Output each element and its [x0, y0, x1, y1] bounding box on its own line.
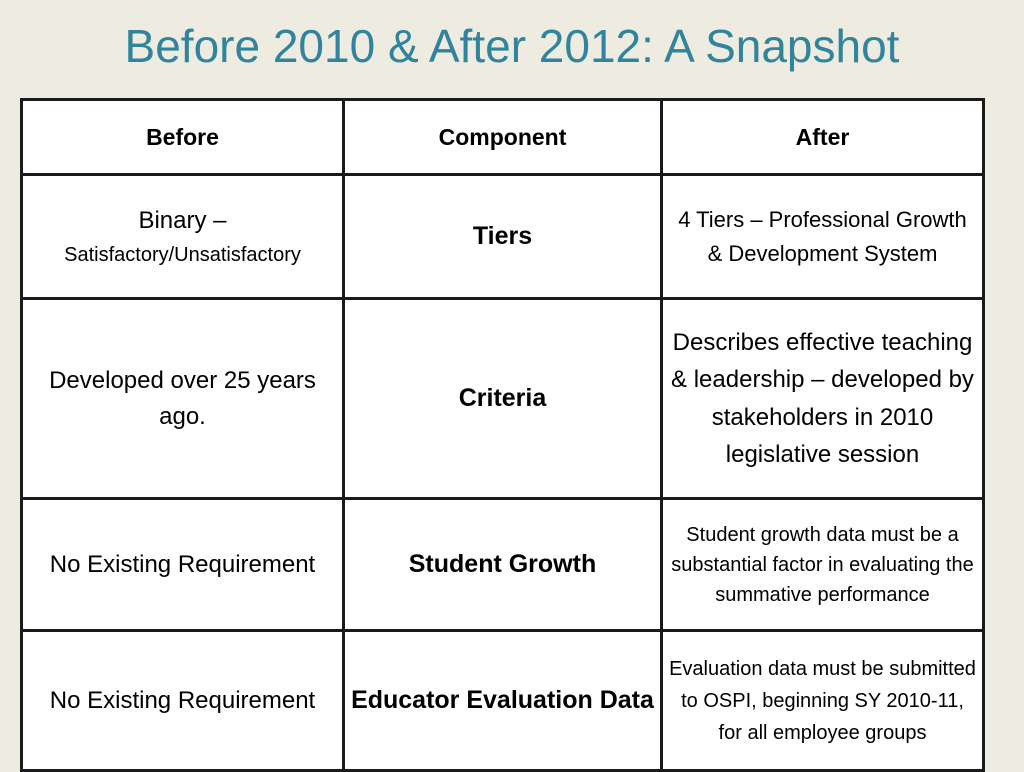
component-cell: Tiers [342, 173, 663, 300]
table-row: Developed over 25 years ago. Criteria De… [20, 297, 985, 500]
table-row: No Existing Requirement Student Growth S… [20, 497, 985, 632]
table-row: Binary – Satisfactory/Unsatisfactory Tie… [20, 173, 985, 300]
component-cell: Criteria [342, 297, 663, 500]
before-cell: No Existing Requirement [20, 629, 345, 772]
before-text-line1: Binary – [138, 206, 227, 234]
table-header-row: Before Component After [20, 98, 985, 176]
table-row: No Existing Requirement Educator Evaluat… [20, 629, 985, 772]
component-cell: Student Growth [342, 497, 663, 632]
header-component: Component [342, 98, 663, 176]
after-cell: 4 Tiers – Professional Growth & Developm… [660, 173, 985, 300]
header-after: After [660, 98, 985, 176]
before-text-line2: Satisfactory/Unsatisfactory [64, 243, 301, 266]
after-cell: Describes effective teaching & leadershi… [660, 297, 985, 500]
before-cell: Binary – Satisfactory/Unsatisfactory [20, 173, 345, 300]
component-cell: Educator Evaluation Data [342, 629, 663, 772]
slide-title: Before 2010 & After 2012: A Snapshot [124, 20, 900, 72]
snapshot-table: Before Component After Binary – Satisfac… [20, 98, 985, 772]
after-cell: Evaluation data must be submitted to OSP… [660, 629, 985, 772]
after-cell: Student growth data must be a substantia… [660, 497, 985, 632]
before-cell: No Existing Requirement [20, 497, 345, 632]
header-before: Before [20, 98, 345, 176]
before-cell: Developed over 25 years ago. [20, 297, 345, 500]
